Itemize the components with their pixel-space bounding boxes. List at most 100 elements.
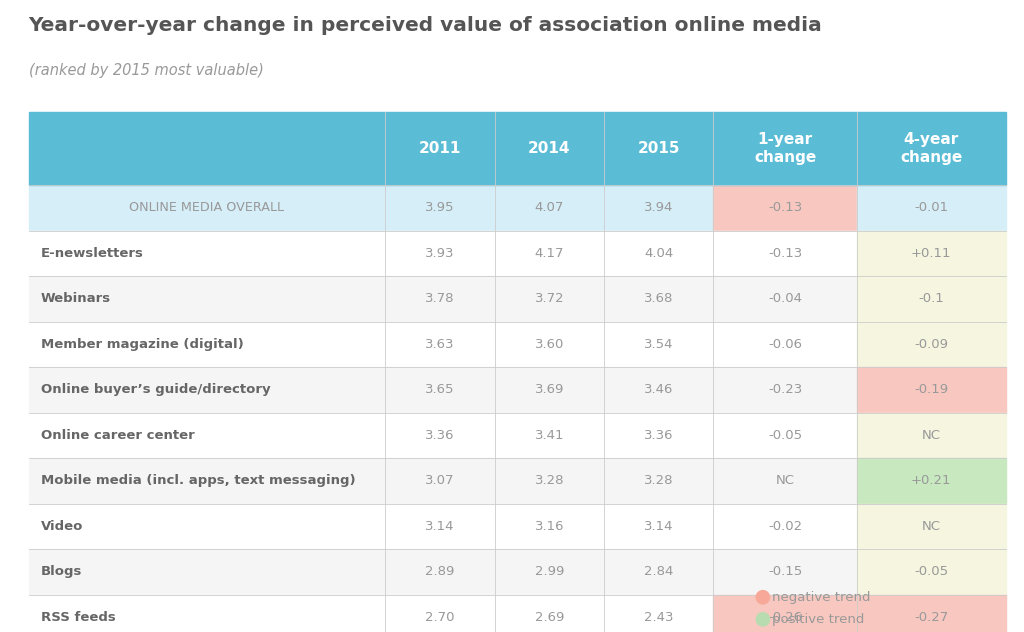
Text: 3.54: 3.54 xyxy=(644,338,674,351)
Bar xyxy=(857,413,1006,458)
Text: Webinars: Webinars xyxy=(41,293,111,305)
Bar xyxy=(29,276,714,322)
Text: NC: NC xyxy=(922,520,941,533)
Text: +0.11: +0.11 xyxy=(911,247,951,260)
Text: 2.84: 2.84 xyxy=(644,566,674,578)
Bar xyxy=(714,458,857,504)
Text: 3.16: 3.16 xyxy=(535,520,564,533)
Bar xyxy=(29,413,714,458)
Text: 3.95: 3.95 xyxy=(425,202,455,214)
Bar xyxy=(857,276,1006,322)
Text: 2.99: 2.99 xyxy=(535,566,564,578)
Text: 3.94: 3.94 xyxy=(644,202,674,214)
Text: Online career center: Online career center xyxy=(41,429,195,442)
Ellipse shape xyxy=(756,612,770,626)
Bar xyxy=(714,185,857,231)
Text: RSS feeds: RSS feeds xyxy=(41,611,116,624)
Text: 2.69: 2.69 xyxy=(535,611,564,624)
Bar xyxy=(29,595,714,632)
Text: 2011: 2011 xyxy=(419,142,461,156)
Text: -0.13: -0.13 xyxy=(768,202,803,214)
Bar xyxy=(857,504,1006,549)
Text: 3.60: 3.60 xyxy=(535,338,564,351)
Text: -0.04: -0.04 xyxy=(768,293,802,305)
Text: 3.28: 3.28 xyxy=(644,475,674,487)
Text: -0.13: -0.13 xyxy=(768,247,803,260)
Text: 4.07: 4.07 xyxy=(535,202,564,214)
Bar xyxy=(29,231,714,276)
Text: 3.69: 3.69 xyxy=(535,384,564,396)
Text: 3.93: 3.93 xyxy=(425,247,455,260)
Text: 3.41: 3.41 xyxy=(535,429,564,442)
Bar xyxy=(29,504,714,549)
Bar xyxy=(714,595,857,632)
Bar xyxy=(714,413,857,458)
Text: 3.68: 3.68 xyxy=(644,293,674,305)
Text: Blogs: Blogs xyxy=(41,566,82,578)
Text: 3.72: 3.72 xyxy=(535,293,564,305)
Bar xyxy=(857,231,1006,276)
Bar xyxy=(29,458,714,504)
Text: (ranked by 2015 most valuable): (ranked by 2015 most valuable) xyxy=(29,63,263,78)
Text: 3.14: 3.14 xyxy=(425,520,455,533)
Text: 2015: 2015 xyxy=(638,142,680,156)
Bar xyxy=(714,276,857,322)
Text: -0.09: -0.09 xyxy=(914,338,948,351)
Text: -0.26: -0.26 xyxy=(768,611,803,624)
Text: 4.04: 4.04 xyxy=(644,247,674,260)
Text: 3.63: 3.63 xyxy=(425,338,455,351)
Bar xyxy=(29,549,714,595)
Bar xyxy=(29,322,714,367)
Text: -0.15: -0.15 xyxy=(768,566,803,578)
Text: -0.27: -0.27 xyxy=(914,611,948,624)
Text: 4-year
change: 4-year change xyxy=(900,132,963,166)
Text: Video: Video xyxy=(41,520,83,533)
Text: 2.89: 2.89 xyxy=(425,566,455,578)
Text: 3.36: 3.36 xyxy=(644,429,674,442)
Text: negative trend: negative trend xyxy=(772,591,870,604)
Text: 3.46: 3.46 xyxy=(644,384,674,396)
Bar xyxy=(857,458,1006,504)
Text: -0.06: -0.06 xyxy=(768,338,802,351)
Bar xyxy=(714,322,857,367)
Text: -0.05: -0.05 xyxy=(768,429,803,442)
Text: positive trend: positive trend xyxy=(772,613,864,626)
Text: +0.21: +0.21 xyxy=(911,475,951,487)
Text: -0.23: -0.23 xyxy=(768,384,803,396)
Bar xyxy=(714,367,857,413)
Bar xyxy=(857,549,1006,595)
Text: ONLINE MEDIA OVERALL: ONLINE MEDIA OVERALL xyxy=(129,202,285,214)
Text: -0.19: -0.19 xyxy=(914,384,948,396)
Text: Year-over-year change in perceived value of association online media: Year-over-year change in perceived value… xyxy=(29,16,822,35)
Text: 2.43: 2.43 xyxy=(644,611,674,624)
Ellipse shape xyxy=(756,590,770,604)
Text: 3.28: 3.28 xyxy=(535,475,564,487)
Bar xyxy=(714,549,857,595)
Bar xyxy=(857,367,1006,413)
Bar xyxy=(714,504,857,549)
Text: 4.17: 4.17 xyxy=(535,247,564,260)
Text: E-newsletters: E-newsletters xyxy=(41,247,143,260)
Text: 3.07: 3.07 xyxy=(425,475,455,487)
Bar xyxy=(29,185,714,231)
Text: Member magazine (digital): Member magazine (digital) xyxy=(41,338,244,351)
Bar xyxy=(857,185,1006,231)
Bar xyxy=(29,367,714,413)
Text: -0.02: -0.02 xyxy=(768,520,803,533)
Bar xyxy=(857,595,1006,632)
Bar xyxy=(857,322,1006,367)
Text: 3.78: 3.78 xyxy=(425,293,455,305)
Text: 2014: 2014 xyxy=(528,142,570,156)
Text: 3.14: 3.14 xyxy=(644,520,674,533)
Text: 1-year
change: 1-year change xyxy=(754,132,816,166)
Text: 3.36: 3.36 xyxy=(425,429,455,442)
Text: NC: NC xyxy=(922,429,941,442)
Text: Online buyer’s guide/directory: Online buyer’s guide/directory xyxy=(41,384,270,396)
Bar xyxy=(29,112,1006,185)
Text: -0.05: -0.05 xyxy=(914,566,948,578)
Bar xyxy=(714,231,857,276)
Text: 3.65: 3.65 xyxy=(425,384,455,396)
Text: NC: NC xyxy=(776,475,795,487)
Text: 2.70: 2.70 xyxy=(425,611,455,624)
Text: -0.01: -0.01 xyxy=(914,202,948,214)
